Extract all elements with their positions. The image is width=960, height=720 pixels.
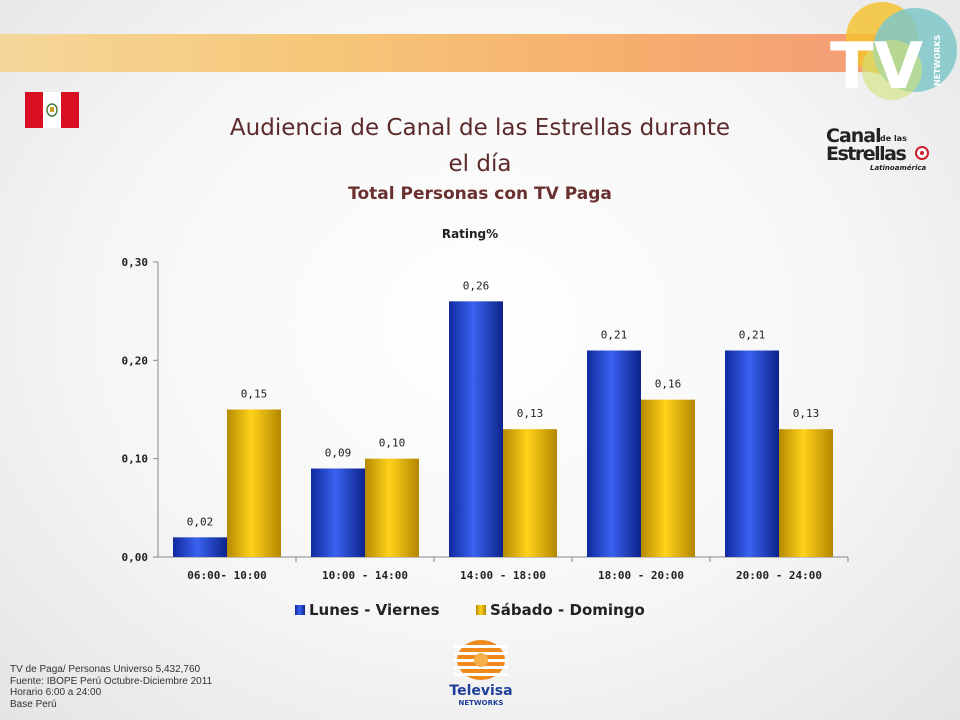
rating-bar-chart: Rating% 0,00 0,10 0,20 0,30 06:00- 10:00 10:0… [122, 227, 849, 619]
bar-sabado-domingo [503, 429, 557, 557]
legend-item-sabado-domingo: Sábado - Domingo [476, 601, 645, 619]
page-title: Audiencia de Canal de las Estrellas dura… [180, 110, 780, 182]
x-tick-label: 06:00- 10:00 [187, 569, 266, 582]
tv-logo-small: NETWORKS [933, 34, 942, 86]
canal-logo-line1-small: de las [880, 134, 907, 143]
x-tick-label: 10:00 - 14:00 [322, 569, 408, 582]
canal-logo-line2: Estrellas [826, 143, 906, 165]
data-label: 0,10 [379, 437, 406, 450]
page-subtitle: Total Personas con TV Paga [348, 184, 612, 204]
peru-flag-icon [25, 92, 79, 128]
bar-sabado-domingo [365, 458, 419, 557]
data-label: 0,02 [187, 515, 214, 528]
bar-lunes-viernes [449, 301, 503, 557]
y-tick-label: 0,30 [122, 256, 149, 269]
y-tick-label: 0,10 [122, 453, 149, 466]
televisa-logo-line2: NETWORKS [459, 699, 504, 707]
tv-networks-logo: TV NETWORKS [830, 2, 957, 100]
y-tick-label: 0,20 [122, 354, 149, 367]
canal-logo-line3: Latinoamérica [870, 164, 926, 172]
chart-title: Rating% [442, 227, 498, 241]
footnote-line-schedule: Horario 6:00 a 24:00 [10, 687, 102, 698]
data-label: 0,26 [463, 279, 490, 292]
canal-de-las-estrellas-logo: Canal de las Estrellas Latinoamérica [826, 125, 929, 172]
televisa-eye-icon [454, 640, 508, 680]
televisa-networks-logo: Televisa NETWORKS [449, 640, 513, 707]
footnote-line-base: Base Perú [10, 698, 57, 710]
legend-swatch [295, 605, 305, 615]
x-tick-label: 20:00 - 24:00 [736, 569, 822, 582]
footnote-line-source: Fuente: IBOPE Perú Octubre-Diciembre 201… [10, 675, 213, 687]
legend-swatch [476, 605, 486, 615]
bar-sabado-domingo [227, 409, 281, 557]
canal-logo-line1: Canal [826, 125, 881, 147]
data-label: 0,09 [325, 447, 352, 460]
data-label: 0,13 [793, 407, 820, 420]
bar-lunes-viernes [173, 537, 227, 557]
legend-label: Sábado - Domingo [490, 601, 645, 619]
data-label: 0,13 [517, 407, 544, 420]
data-label: 0,16 [655, 378, 682, 391]
legend-label: Lunes - Viernes [309, 601, 440, 619]
bar-lunes-viernes [587, 350, 641, 557]
data-label: 0,21 [601, 329, 628, 342]
tv-logo-big: TV [830, 30, 924, 100]
page-title-line1: Audiencia de Canal de las Estrellas dura… [229, 115, 731, 141]
footnote-line-universe: TV de Paga/ Personas Universo 5,432,760 [10, 664, 201, 675]
bar-sabado-domingo [641, 399, 695, 557]
page-title-line2: el día [448, 151, 512, 177]
bar-lunes-viernes [725, 350, 779, 557]
x-tick-label: 14:00 - 18:00 [460, 569, 546, 582]
header-band [0, 34, 905, 72]
x-tick-label: 18:00 - 20:00 [598, 569, 684, 582]
y-tick-label: 0,00 [122, 551, 149, 564]
data-label: 0,15 [241, 388, 268, 401]
data-label: 0,21 [739, 329, 766, 342]
televisa-logo-line1: Televisa [449, 683, 512, 699]
source-footnote: TV de Paga/ Personas Universo 5,432,760 … [10, 664, 310, 710]
legend-item-lunes-viernes: Lunes - Viernes [295, 601, 440, 619]
bar-lunes-viernes [311, 468, 365, 557]
bar-sabado-domingo [779, 429, 833, 557]
